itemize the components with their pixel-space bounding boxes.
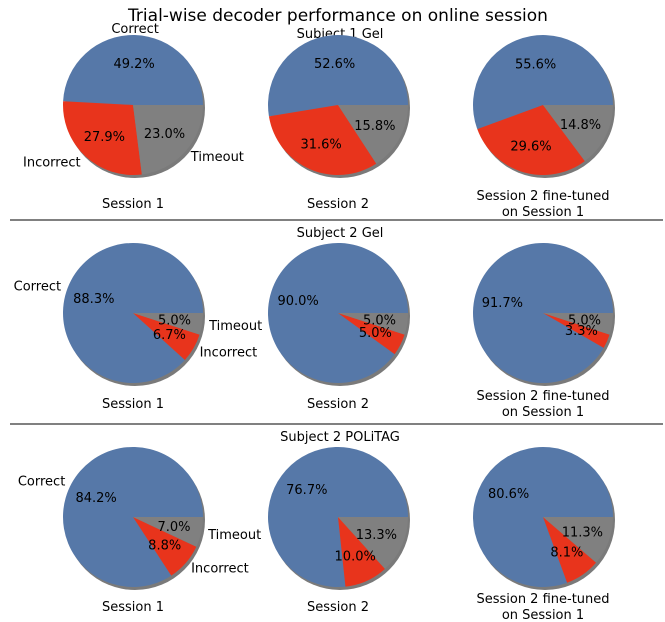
pie-value-label: 90.0% bbox=[277, 294, 318, 309]
pie-caption: Session 1 bbox=[102, 600, 164, 615]
pie-category-label: Incorrect bbox=[191, 562, 249, 577]
pie-value-label: 5.0% bbox=[158, 314, 191, 329]
pie-slice-correct bbox=[268, 446, 408, 587]
pie-caption: Session 2 bbox=[307, 397, 369, 412]
pie-value-label: 3.3% bbox=[565, 324, 598, 339]
pie-slice-incorrect bbox=[543, 313, 610, 348]
pie-slice-incorrect bbox=[543, 517, 597, 583]
pie-slice-incorrect bbox=[133, 313, 200, 360]
pie-caption: on Session 1 bbox=[502, 608, 584, 622]
pie-value-label: 7.0% bbox=[157, 520, 190, 535]
pie-chart bbox=[268, 242, 410, 386]
pie-slice-incorrect bbox=[338, 517, 385, 587]
pie-slice-timeout bbox=[133, 105, 203, 175]
pie-chart bbox=[473, 242, 615, 386]
pie-category-label: Timeout bbox=[207, 528, 261, 543]
pie-value-label: 11.3% bbox=[562, 526, 603, 541]
pie-slice-incorrect bbox=[477, 105, 585, 175]
pie-slice-timeout bbox=[133, 517, 203, 547]
pie-caption: Session 2 fine-tuned bbox=[476, 389, 609, 404]
pie-chart bbox=[63, 242, 205, 386]
pie-slice-correct bbox=[63, 242, 203, 383]
pie-value-label: 49.2% bbox=[113, 57, 154, 72]
pie-value-label: 27.9% bbox=[84, 130, 125, 145]
pie-value-label: 84.2% bbox=[75, 491, 116, 506]
pie-value-label: 55.6% bbox=[515, 58, 556, 73]
pie-slice-correct bbox=[473, 35, 613, 130]
pie-slice-correct bbox=[268, 242, 408, 383]
panel-title: Subject 2 Gel bbox=[297, 226, 384, 241]
pie-slice-correct bbox=[63, 35, 203, 105]
panel-title: Subject 2 POLiTAG bbox=[280, 430, 400, 445]
pie-value-label: 80.6% bbox=[488, 487, 529, 502]
pie-caption: Session 2 fine-tuned bbox=[476, 189, 609, 204]
pie-category-label: Incorrect bbox=[23, 155, 81, 170]
pie-slice-timeout bbox=[543, 313, 613, 335]
pie-slice-incorrect bbox=[133, 517, 197, 576]
pie-value-label: 10.0% bbox=[335, 549, 376, 564]
pie-caption: Session 1 bbox=[102, 397, 164, 412]
pie-slice-timeout bbox=[543, 517, 613, 563]
pie-slice-correct bbox=[473, 242, 613, 383]
pie-category-label: Incorrect bbox=[200, 346, 258, 361]
pie-value-label: 14.8% bbox=[560, 118, 601, 133]
pie-caption: Session 2 bbox=[307, 600, 369, 615]
pie-slice-incorrect bbox=[63, 101, 142, 176]
pie-slice-timeout bbox=[338, 105, 408, 164]
pie-value-label: 15.8% bbox=[354, 119, 395, 134]
pie-value-label: 52.6% bbox=[314, 57, 355, 72]
pie-chart bbox=[473, 35, 615, 178]
pie-category-label: Timeout bbox=[208, 319, 262, 334]
pie-value-label: 5.0% bbox=[363, 314, 396, 329]
pie-category-label: Correct bbox=[18, 474, 65, 489]
pie-slice-timeout bbox=[133, 313, 203, 335]
pie-category-label: Correct bbox=[14, 279, 61, 294]
pie-slice-correct bbox=[268, 35, 408, 117]
pie-value-label: 88.3% bbox=[73, 292, 114, 307]
pie-caption: Session 1 bbox=[102, 197, 164, 212]
pie-value-label: 91.7% bbox=[482, 296, 523, 311]
pie-chart bbox=[268, 35, 410, 178]
pie-caption: on Session 1 bbox=[502, 405, 584, 420]
pie-value-label: 23.0% bbox=[144, 127, 185, 142]
pie-value-label: 8.8% bbox=[148, 539, 181, 554]
pie-slice-timeout bbox=[543, 105, 613, 162]
pie-chart bbox=[63, 447, 205, 590]
pie-category-label: Timeout bbox=[190, 150, 244, 165]
pie-slice-incorrect bbox=[338, 313, 405, 355]
pie-value-label: 76.7% bbox=[286, 483, 327, 498]
figure-title: Trial-wise decoder performance on online… bbox=[127, 6, 548, 26]
pie-slice-timeout bbox=[338, 517, 408, 569]
pie-value-label: 6.7% bbox=[153, 328, 186, 343]
pie-caption: on Session 1 bbox=[502, 205, 584, 220]
pie-category-label: Correct bbox=[111, 22, 158, 37]
pie-caption: Session 2 bbox=[307, 197, 369, 212]
pie-value-label: 31.6% bbox=[300, 137, 341, 152]
pie-value-label: 29.6% bbox=[510, 139, 551, 154]
pie-value-label: 5.0% bbox=[359, 326, 392, 341]
pie-chart bbox=[63, 35, 205, 178]
pie-slice-incorrect bbox=[268, 105, 377, 176]
pie-chart bbox=[473, 447, 615, 590]
pie-slice-correct bbox=[63, 447, 204, 588]
pie-slice-timeout bbox=[338, 313, 408, 335]
pie-value-label: 5.0% bbox=[568, 314, 601, 329]
pie-value-label: 13.3% bbox=[356, 528, 397, 543]
pie-chart bbox=[268, 446, 410, 590]
pie-slice-correct bbox=[473, 447, 613, 588]
pie-caption: Session 2 fine-tuned bbox=[476, 592, 609, 607]
pie-value-label: 8.1% bbox=[550, 546, 583, 561]
